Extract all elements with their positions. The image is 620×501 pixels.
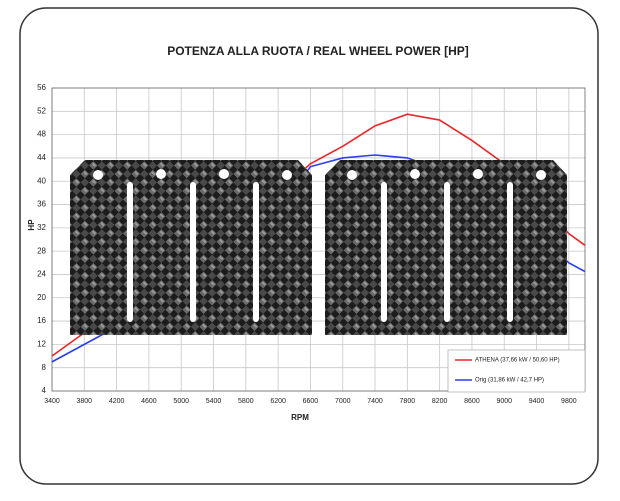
x-tick-label: 9800 — [561, 398, 577, 405]
plot-border — [51, 87, 586, 392]
y-tick-label: 20 — [37, 293, 46, 302]
x-tick-label: 3800 — [77, 398, 93, 405]
x-tick-label: 8200 — [432, 398, 448, 405]
y-tick-label: 44 — [37, 153, 46, 162]
legend-label: Orig (31,86 kW / 42,7 HP) — [475, 378, 544, 384]
y-tick-label: 52 — [37, 106, 46, 115]
x-tick-label: 5400 — [206, 398, 222, 405]
x-axis-label: RPM — [291, 413, 309, 422]
x-tick-label: 4600 — [141, 398, 157, 405]
y-tick-label: 8 — [42, 363, 47, 372]
y-tick-label: 24 — [37, 270, 46, 279]
legend: ATHENA (37,66 kW / 50,60 HP) Orig (31,86 … — [447, 349, 586, 393]
plate-details — [93, 169, 546, 322]
x-tick-label: 7800 — [400, 398, 416, 405]
reed-plates — [70, 160, 567, 335]
x-tick-label: 5000 — [173, 398, 189, 405]
y-tick-label: 16 — [37, 316, 46, 325]
x-tick-label: 9000 — [496, 398, 512, 405]
x-tick-label: 4200 — [109, 398, 125, 405]
chart-title: POTENZA ALLA RUOTA / REAL WHEEL POWER [H… — [167, 44, 469, 58]
y-tick-label: 28 — [37, 246, 46, 255]
x-tick-label: 7000 — [335, 398, 351, 405]
x-tick-label: 9400 — [529, 398, 545, 405]
y-tick-label: 4 — [42, 386, 47, 395]
x-tick-label: 8600 — [464, 398, 480, 405]
x-tick-label: 6600 — [303, 398, 319, 405]
x-tick-label: 6200 — [270, 398, 286, 405]
x-tick-label: 5800 — [238, 398, 254, 405]
legend-label: ATHENA (37,66 kW / 50,60 HP) — [475, 358, 560, 364]
y-axis-label: HP — [27, 219, 36, 231]
x-tick-label: 3400 — [44, 398, 60, 405]
x-tick-label: 7400 — [367, 398, 383, 405]
y-tick-label: 32 — [37, 223, 46, 232]
y-tick-label: 12 — [37, 339, 46, 348]
y-tick-label: 40 — [37, 176, 46, 185]
y-tick-label: 36 — [37, 200, 46, 209]
y-tick-label: 48 — [37, 130, 46, 139]
y-tick-label: 56 — [37, 83, 46, 92]
